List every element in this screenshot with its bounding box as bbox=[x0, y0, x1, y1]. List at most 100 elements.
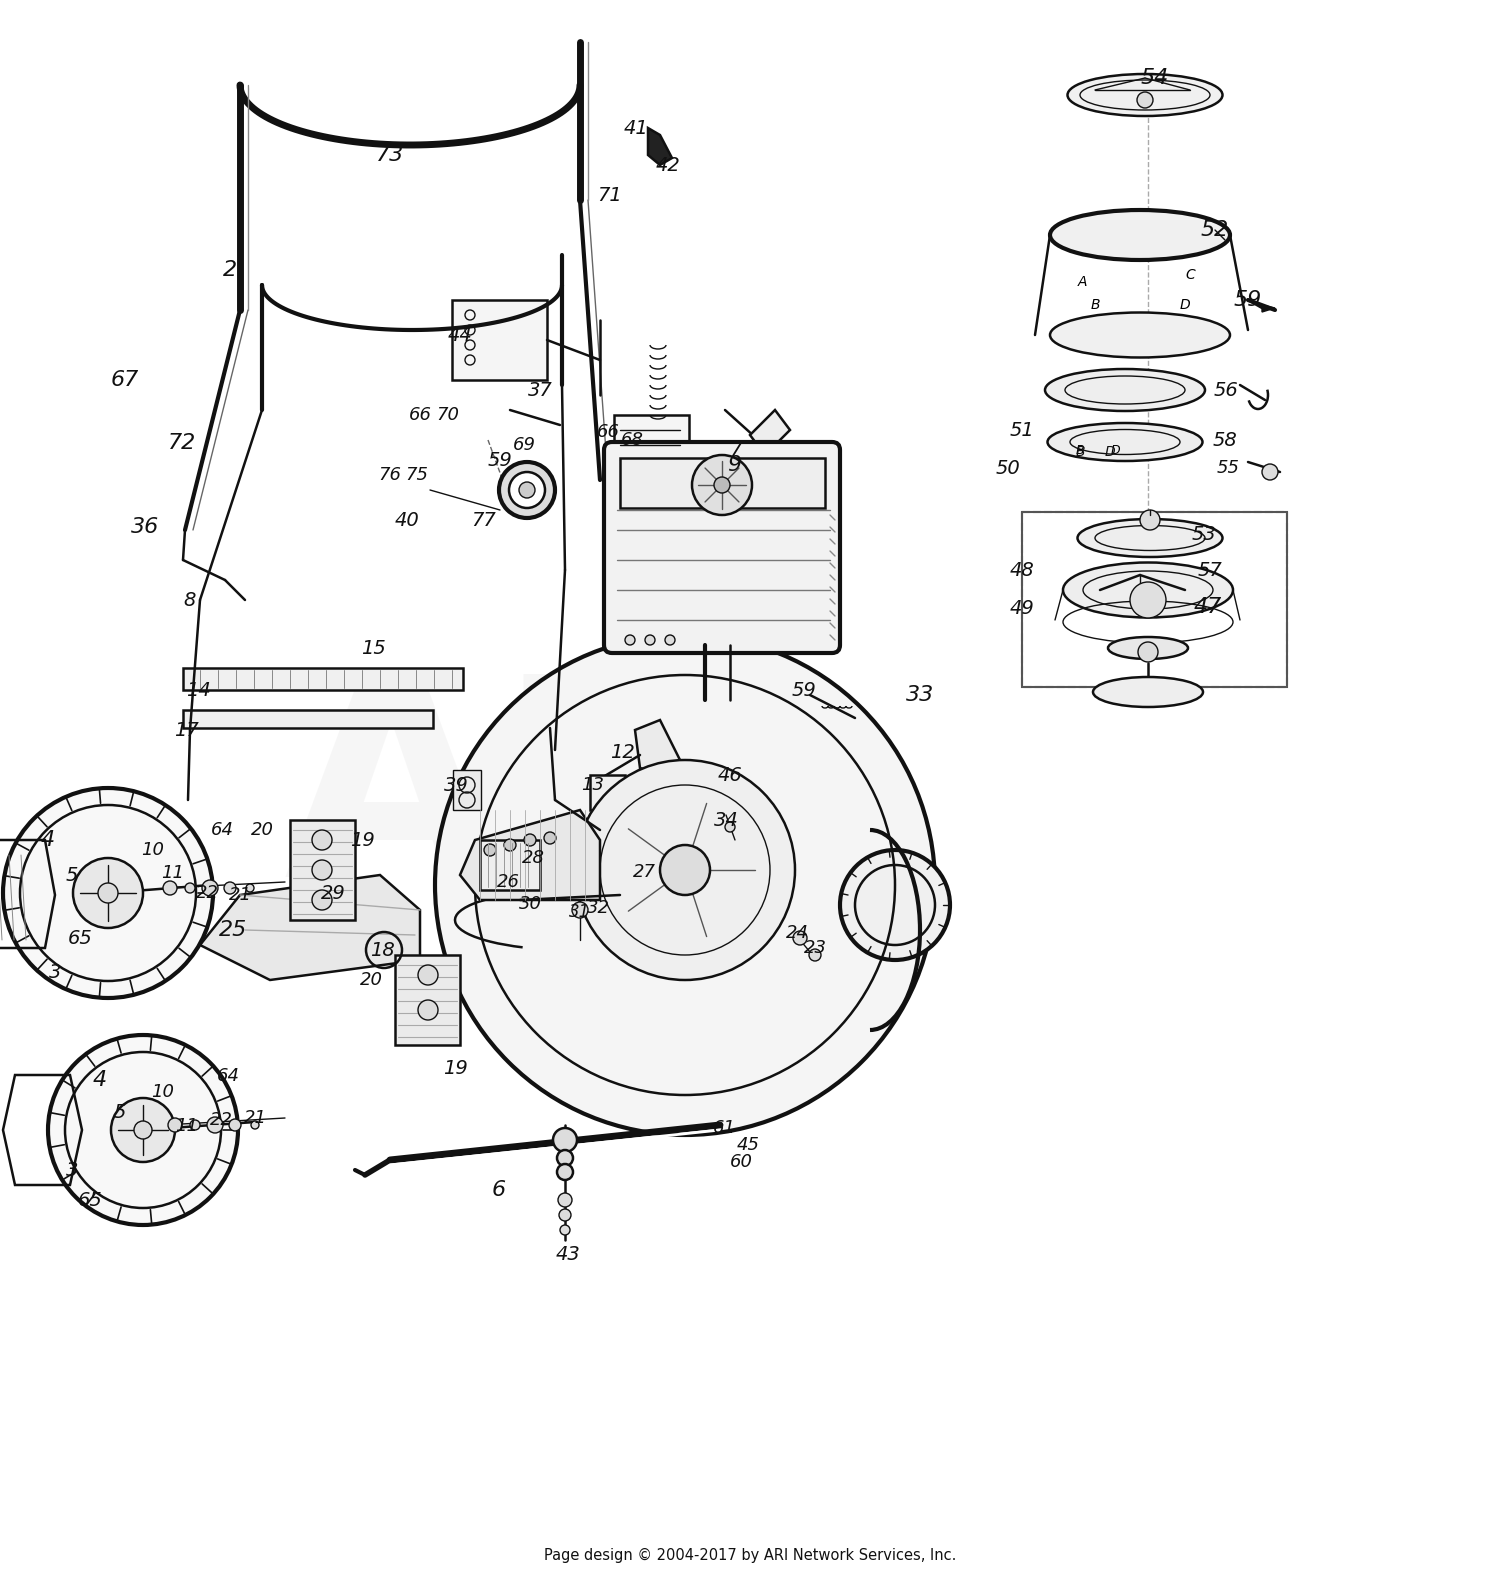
Circle shape bbox=[1138, 643, 1158, 662]
Ellipse shape bbox=[1064, 562, 1233, 617]
Text: 43: 43 bbox=[555, 1246, 580, 1265]
Text: 34: 34 bbox=[714, 810, 738, 829]
Circle shape bbox=[664, 635, 675, 644]
Text: 36: 36 bbox=[130, 518, 159, 537]
Text: D: D bbox=[1179, 298, 1191, 312]
Circle shape bbox=[558, 1194, 572, 1206]
Circle shape bbox=[500, 462, 555, 518]
Text: 46: 46 bbox=[717, 766, 742, 785]
Text: 67: 67 bbox=[111, 370, 140, 389]
Text: 18: 18 bbox=[369, 940, 394, 959]
Text: 65: 65 bbox=[78, 1190, 102, 1209]
Text: 11: 11 bbox=[162, 864, 184, 882]
Text: 66: 66 bbox=[597, 423, 619, 442]
Text: 9: 9 bbox=[728, 454, 741, 475]
Polygon shape bbox=[750, 410, 790, 454]
Circle shape bbox=[556, 1164, 573, 1179]
Bar bbox=[183, 711, 434, 728]
Text: 11: 11 bbox=[176, 1118, 198, 1135]
Circle shape bbox=[312, 829, 332, 850]
Ellipse shape bbox=[1050, 211, 1230, 260]
Text: 19: 19 bbox=[350, 831, 375, 850]
Circle shape bbox=[519, 481, 536, 499]
Circle shape bbox=[808, 948, 820, 961]
Circle shape bbox=[1137, 92, 1154, 108]
Text: 70: 70 bbox=[436, 405, 459, 424]
Ellipse shape bbox=[1077, 519, 1222, 557]
Text: 20: 20 bbox=[251, 822, 273, 839]
Text: 26: 26 bbox=[496, 872, 519, 891]
Bar bbox=[453, 769, 482, 810]
Circle shape bbox=[484, 844, 496, 856]
Text: 41: 41 bbox=[624, 119, 648, 138]
Text: 60: 60 bbox=[729, 1152, 753, 1171]
FancyBboxPatch shape bbox=[604, 442, 840, 654]
Text: 57: 57 bbox=[1197, 560, 1222, 579]
Text: 61: 61 bbox=[712, 1119, 735, 1137]
Bar bbox=[614, 415, 689, 480]
Text: 25: 25 bbox=[219, 920, 248, 940]
Text: 59: 59 bbox=[1234, 290, 1262, 310]
Text: B: B bbox=[1076, 445, 1084, 459]
Text: 64: 64 bbox=[210, 822, 234, 839]
Bar bbox=[290, 820, 356, 920]
Text: 71: 71 bbox=[597, 185, 622, 204]
Text: 14: 14 bbox=[186, 681, 210, 700]
Text: 59: 59 bbox=[488, 451, 513, 470]
Bar bbox=[1022, 511, 1287, 687]
Text: 15: 15 bbox=[360, 638, 386, 657]
Ellipse shape bbox=[1108, 636, 1188, 659]
Text: A: A bbox=[1077, 275, 1086, 290]
Ellipse shape bbox=[1050, 312, 1230, 358]
Circle shape bbox=[692, 454, 752, 514]
Text: 49: 49 bbox=[1010, 598, 1035, 617]
Text: 64: 64 bbox=[216, 1067, 240, 1084]
Text: 42: 42 bbox=[656, 155, 681, 174]
Circle shape bbox=[164, 882, 177, 894]
Text: 55: 55 bbox=[1216, 459, 1239, 476]
Text: 50: 50 bbox=[996, 459, 1020, 478]
Bar bbox=[480, 841, 540, 890]
Bar bbox=[620, 457, 825, 508]
Text: B: B bbox=[1076, 443, 1084, 456]
Text: 51: 51 bbox=[1010, 421, 1035, 440]
Text: 47: 47 bbox=[1194, 597, 1222, 617]
Circle shape bbox=[98, 883, 118, 902]
Ellipse shape bbox=[1047, 423, 1203, 461]
Text: 72: 72 bbox=[168, 434, 196, 453]
Text: 66: 66 bbox=[408, 405, 432, 424]
Circle shape bbox=[556, 1149, 573, 1167]
Text: 31: 31 bbox=[570, 902, 591, 921]
Text: 44: 44 bbox=[447, 326, 472, 345]
Text: 23: 23 bbox=[804, 939, 826, 958]
Text: C: C bbox=[1185, 268, 1196, 282]
Text: 3: 3 bbox=[50, 962, 62, 981]
Text: ARI: ARI bbox=[284, 665, 816, 936]
Circle shape bbox=[246, 883, 254, 891]
Text: 12: 12 bbox=[609, 742, 634, 761]
Text: 52: 52 bbox=[1202, 220, 1228, 241]
Text: 73: 73 bbox=[376, 146, 404, 165]
Text: 69: 69 bbox=[513, 435, 535, 454]
Text: 40: 40 bbox=[394, 510, 420, 529]
Circle shape bbox=[207, 1118, 224, 1133]
Text: 6: 6 bbox=[492, 1179, 506, 1200]
Circle shape bbox=[560, 1225, 570, 1235]
Circle shape bbox=[509, 472, 544, 508]
Text: 28: 28 bbox=[522, 848, 544, 867]
Text: 32: 32 bbox=[586, 899, 609, 917]
Circle shape bbox=[840, 850, 950, 959]
Text: 68: 68 bbox=[621, 431, 644, 450]
Text: D: D bbox=[1110, 443, 1120, 456]
Text: 4: 4 bbox=[40, 829, 56, 850]
Text: 22: 22 bbox=[210, 1111, 232, 1129]
Text: 17: 17 bbox=[174, 720, 198, 739]
Circle shape bbox=[3, 788, 213, 997]
Text: 20: 20 bbox=[360, 970, 382, 989]
Text: 24: 24 bbox=[786, 924, 808, 942]
Circle shape bbox=[714, 476, 730, 492]
Text: 39: 39 bbox=[444, 776, 468, 795]
Circle shape bbox=[134, 1121, 152, 1140]
Text: 77: 77 bbox=[471, 510, 496, 529]
Polygon shape bbox=[634, 720, 680, 776]
